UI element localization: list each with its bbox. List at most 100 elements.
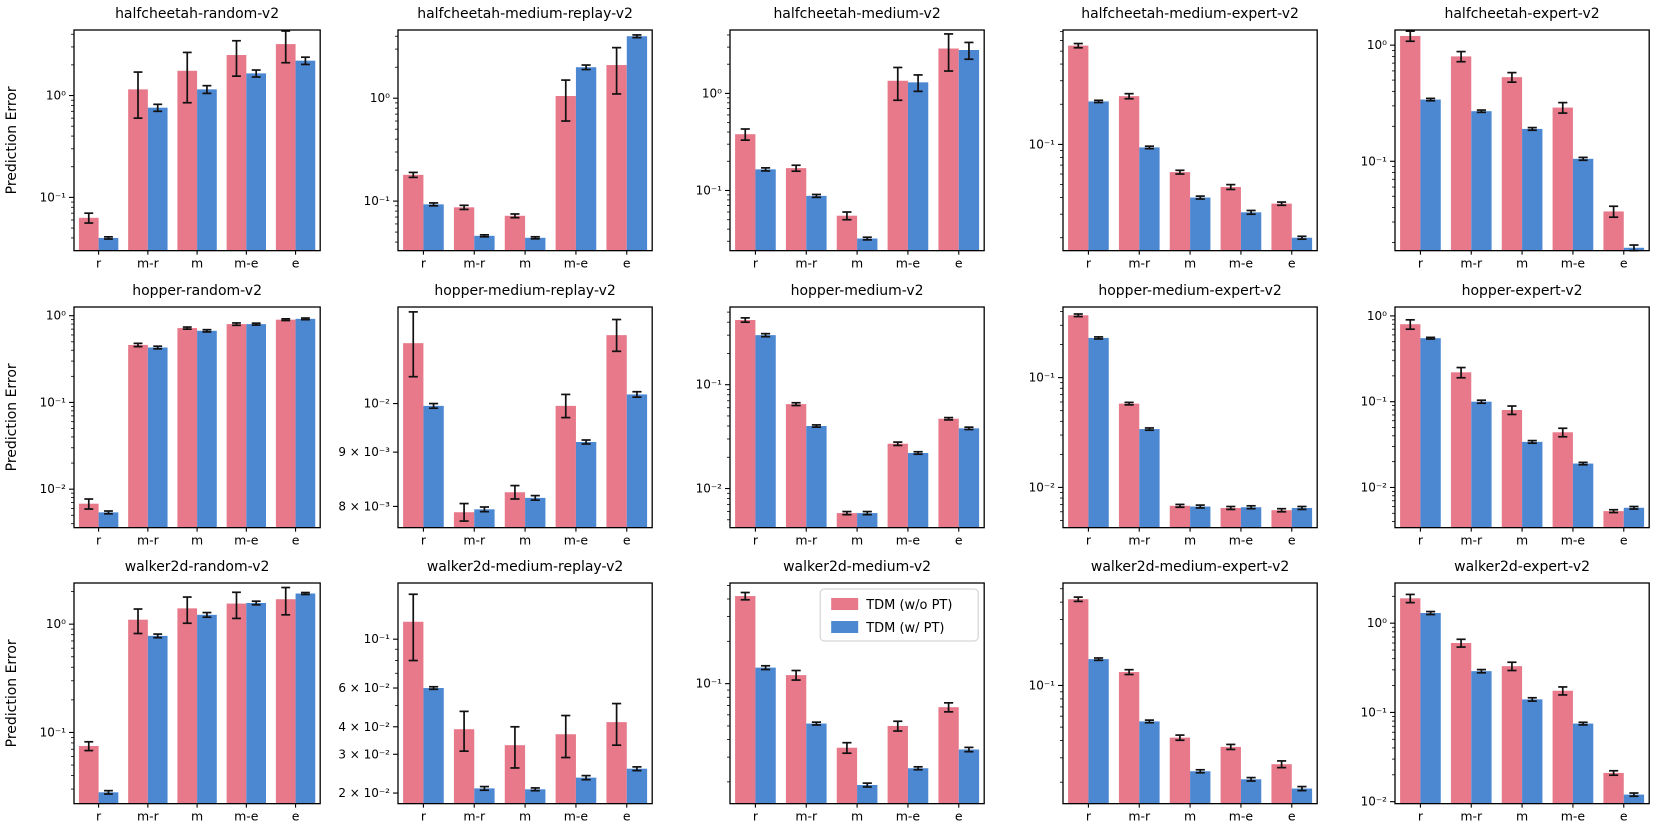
bar-no-pt-m (837, 748, 858, 804)
error-bar (153, 103, 163, 113)
error-bar (530, 787, 541, 792)
error-bar (913, 766, 924, 771)
bar-no-pt-m-e (887, 443, 909, 528)
error-bar (1405, 30, 1415, 43)
x-tick-label: r (421, 256, 427, 271)
bar-pt-r (755, 334, 777, 528)
error-bar (761, 332, 771, 338)
error-bar (510, 213, 520, 219)
bar-pt-e (959, 749, 980, 804)
x-tick-label: m-e (896, 256, 921, 271)
bar-no-pt-e (1270, 509, 1292, 528)
error-bar (251, 321, 261, 326)
error-bar (1476, 669, 1486, 674)
bar-no-pt-m-e (226, 323, 247, 528)
error-bar (1093, 99, 1103, 104)
axes-frame (1394, 306, 1650, 528)
x-tick-label: m-e (1561, 809, 1586, 824)
x-tick-label: r (1418, 532, 1424, 547)
y-tick-label: 10⁰ (46, 617, 66, 631)
error-bar (561, 714, 571, 759)
x-tick-label: m-e (234, 809, 259, 824)
bar-pt-m-e (246, 603, 267, 804)
error-bar (530, 235, 541, 240)
bar-no-pt-e (1603, 773, 1624, 804)
error-bar (104, 235, 113, 240)
error-bar (182, 325, 192, 330)
error-bar (429, 402, 439, 409)
y-tick-label: 10⁻² (696, 481, 723, 495)
bar-no-pt-r (1067, 45, 1088, 251)
y-tick-label: 2 × 10⁻² (339, 786, 391, 800)
bar-pt-m-e (908, 82, 929, 251)
bar-no-pt-r (735, 134, 756, 251)
error-bar (1144, 719, 1154, 724)
x-tick-label: m-e (564, 256, 589, 271)
bar-no-pt-r (1399, 323, 1421, 528)
y-axis-label: Prediction Error (4, 639, 20, 747)
error-bar (1405, 593, 1415, 604)
bar-pt-e (1291, 237, 1312, 251)
x-tick-label: e (1287, 256, 1295, 271)
error-bar (1456, 366, 1466, 379)
bar-pt-r (1087, 659, 1109, 804)
bar-pt-m-r (806, 425, 827, 528)
error-bar (842, 742, 852, 755)
error-bar (741, 128, 751, 142)
bar-pt-m-r (474, 508, 495, 528)
x-tick-label: r (1085, 532, 1091, 547)
error-bar (561, 393, 571, 419)
x-tick-label: e (292, 256, 300, 271)
bar-pt-e (626, 36, 648, 251)
bar-no-pt-r (403, 342, 424, 528)
bar-pt-r (98, 512, 119, 528)
error-bar (1507, 404, 1517, 415)
error-bar (1225, 183, 1235, 191)
error-bar (1246, 777, 1256, 783)
bar-no-pt-m-e (1552, 691, 1573, 804)
bar-pt-m-r (474, 788, 495, 804)
bar-no-pt-e (606, 334, 627, 528)
error-bar (1276, 507, 1286, 513)
y-tick-label: 10⁻¹ (1360, 394, 1387, 408)
chart-walker2d-expert-v2: 10⁰ 10⁻¹ 10⁻² r m-r m m-e e walker2d-expert-v2 (1360, 559, 1650, 824)
bar-pt-m (197, 89, 217, 251)
chart-walker2d-medium-expert-v2: 10⁻¹ r m-r m m-e e walker2d-medium-expert-v2 (1028, 559, 1318, 824)
bar-pt-r (755, 667, 777, 804)
bar-no-pt-m-r (1450, 371, 1472, 528)
chart-halfcheetah-random-v2: 10⁰ 10⁻¹ r m-r m m-e e halfcheetah-random-v2 Pre… (4, 6, 321, 271)
legend-swatch-pt (831, 621, 859, 634)
error-bar (429, 686, 439, 691)
x-tick-label: m-e (234, 256, 259, 271)
y-tick-label: 10⁻² (364, 396, 391, 410)
bar-pt-m-e (1240, 506, 1261, 528)
x-tick-label: m (519, 809, 531, 824)
error-bar (1557, 427, 1568, 438)
error-bar (1608, 770, 1618, 777)
x-tick-label: m-r (137, 256, 160, 271)
error-bar (480, 786, 490, 792)
bar-no-pt-r (735, 319, 756, 528)
bar-pt-e (1291, 507, 1312, 528)
error-bar (510, 484, 520, 500)
error-bar (791, 401, 802, 407)
error-bar (1225, 505, 1235, 510)
bar-no-pt-m (1501, 77, 1522, 251)
bar-no-pt-m-e (1220, 186, 1241, 251)
chart-title: halfcheetah-random-v2 (115, 6, 279, 22)
chart-halfcheetah-medium-expert-v2: 10⁻¹ r m-r m m-e e halfcheetah-medium-expert-v… (1028, 6, 1318, 271)
axes-frame (397, 582, 654, 805)
error-bar (84, 741, 94, 752)
error-bar (1124, 92, 1134, 100)
bar-pt-m-r (147, 107, 168, 251)
error-bar (1507, 71, 1517, 84)
bar-no-pt-r (78, 746, 99, 804)
error-bar (1276, 201, 1286, 207)
error-bar (581, 775, 591, 781)
bar-pt-e (1291, 788, 1312, 804)
legend-label: TDM (w/o PT) (866, 598, 953, 613)
error-bar (1093, 657, 1103, 662)
bar-no-pt-e (938, 418, 960, 528)
error-bar (1425, 97, 1435, 102)
error-bar (1296, 235, 1307, 241)
